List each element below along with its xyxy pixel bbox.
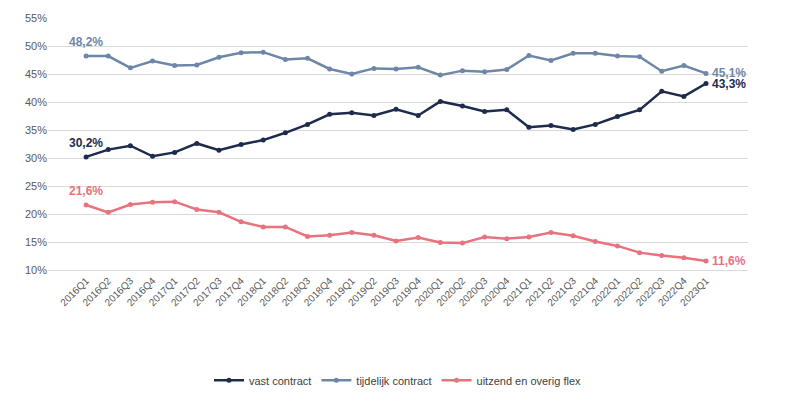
svg-text:tijdelijk contract: tijdelijk contract (356, 375, 431, 387)
svg-text:2016Q1: 2016Q1 (58, 275, 91, 308)
svg-text:2021Q4: 2021Q4 (567, 275, 600, 308)
svg-text:2019Q1: 2019Q1 (324, 275, 357, 308)
svg-text:25%: 25% (25, 180, 47, 192)
svg-text:45,1%: 45,1% (712, 66, 746, 80)
svg-text:2017Q3: 2017Q3 (191, 275, 224, 308)
svg-text:2021Q3: 2021Q3 (545, 275, 578, 308)
svg-text:20%: 20% (25, 208, 47, 220)
svg-text:2017Q1: 2017Q1 (147, 275, 180, 308)
svg-text:2020Q2: 2020Q2 (434, 275, 467, 308)
svg-text:2016Q2: 2016Q2 (80, 275, 113, 308)
svg-text:2018Q1: 2018Q1 (235, 275, 268, 308)
svg-text:10%: 10% (25, 264, 47, 276)
svg-text:2023Q1: 2023Q1 (678, 275, 711, 308)
svg-text:55%: 55% (25, 12, 47, 24)
svg-text:2022Q3: 2022Q3 (634, 275, 667, 308)
svg-text:2020Q3: 2020Q3 (457, 275, 490, 308)
svg-text:2017Q4: 2017Q4 (213, 275, 246, 308)
svg-text:30,2%: 30,2% (69, 136, 103, 150)
svg-text:2018Q4: 2018Q4 (302, 275, 335, 308)
svg-text:11,6%: 11,6% (712, 254, 746, 268)
svg-text:2019Q2: 2019Q2 (346, 275, 379, 308)
svg-text:50%: 50% (25, 40, 47, 52)
svg-text:2016Q3: 2016Q3 (102, 275, 135, 308)
svg-text:2016Q4: 2016Q4 (125, 275, 158, 308)
svg-text:40%: 40% (25, 96, 47, 108)
svg-text:2022Q1: 2022Q1 (589, 275, 622, 308)
svg-text:2020Q4: 2020Q4 (479, 275, 512, 308)
svg-text:15%: 15% (25, 236, 47, 248)
svg-text:30%: 30% (25, 152, 47, 164)
svg-text:35%: 35% (25, 124, 47, 136)
svg-text:vast contract: vast contract (249, 375, 311, 387)
svg-text:2019Q4: 2019Q4 (390, 275, 423, 308)
svg-text:2021Q2: 2021Q2 (523, 275, 556, 308)
svg-text:2018Q3: 2018Q3 (280, 275, 313, 308)
svg-text:2021Q1: 2021Q1 (501, 275, 534, 308)
svg-text:2017Q2: 2017Q2 (169, 275, 202, 308)
svg-text:uitzend en overig flex: uitzend en overig flex (477, 375, 581, 387)
svg-text:2019Q3: 2019Q3 (368, 275, 401, 308)
svg-text:2020Q1: 2020Q1 (412, 275, 445, 308)
svg-text:2022Q2: 2022Q2 (612, 275, 645, 308)
svg-text:45%: 45% (25, 68, 47, 80)
svg-text:2022Q4: 2022Q4 (656, 275, 689, 308)
svg-text:43,3%: 43,3% (712, 77, 746, 91)
svg-text:21,6%: 21,6% (69, 184, 103, 198)
svg-text:2018Q2: 2018Q2 (257, 275, 290, 308)
svg-text:48,2%: 48,2% (69, 35, 103, 49)
